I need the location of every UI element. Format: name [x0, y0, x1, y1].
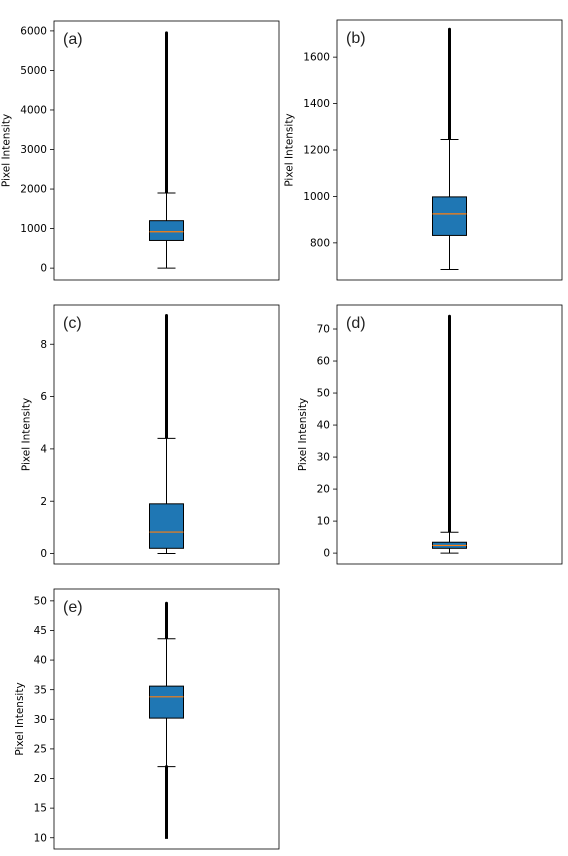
y-tick-label: 30 [317, 452, 330, 464]
panel-e: 10 15 20 25 30 35 40 45 50 Pixel Intensity (e) [14, 588, 280, 850]
y-tick-label: 50 [317, 388, 330, 400]
y-tick-label: 1400 [303, 98, 330, 110]
y-tick-label: 45 [34, 625, 47, 637]
box [149, 685, 184, 719]
y-tick-label: 5000 [20, 65, 47, 77]
y-tick-label: 2 [40, 496, 47, 508]
y-tick-label: 30 [34, 714, 47, 726]
y-axis-label: Pixel Intensity [20, 398, 32, 471]
y-tick-label: 70 [317, 324, 330, 336]
outliers-upper-point [165, 623, 168, 627]
y-tick-label: 35 [34, 684, 47, 696]
y-tick-label: 8 [40, 339, 47, 351]
box [149, 220, 184, 241]
y-tick-label: 6 [40, 391, 47, 403]
y-tick-label: 10 [34, 832, 47, 844]
y-tick-label: 0 [323, 548, 330, 560]
panel-label: (e) [63, 599, 83, 616]
y-tick-label: 3000 [20, 144, 47, 156]
y-tick-label: 25 [34, 744, 47, 756]
y-tick-label: 2000 [20, 184, 47, 196]
y-axis-label: Pixel Intensity [1, 114, 13, 187]
outliers-upper-point [448, 336, 451, 340]
panel-c: 0 2 4 6 8 Pixel Intensity (c) [20, 304, 280, 565]
panel-label: (b) [346, 30, 366, 47]
outliers-upper-point [165, 335, 168, 339]
y-tick-label: 0 [40, 548, 47, 560]
y-tick-label: 20 [34, 773, 47, 785]
outliers-upper-point [165, 53, 168, 57]
panel-label: (d) [346, 315, 366, 332]
y-tick-label: 20 [317, 484, 330, 496]
y-tick-label: 1000 [303, 191, 330, 203]
y-tick-label: 50 [34, 595, 47, 607]
outliers-lower-point [165, 787, 168, 791]
y-tick-label: 60 [317, 356, 330, 368]
y-tick-label: 40 [34, 655, 47, 667]
panel-label: (a) [63, 31, 83, 48]
panel-b: 800 1000 1200 1400 1600 Pixel Intensity (b) [284, 19, 563, 281]
y-axis-label: Pixel Intensity [284, 113, 296, 186]
y-tick-label: 4 [40, 443, 47, 455]
y-tick-label: 15 [34, 803, 47, 815]
y-tick-label: 4000 [20, 105, 47, 117]
y-tick-label: 1600 [303, 52, 330, 64]
y-tick-label: 800 [310, 237, 330, 249]
box [432, 196, 467, 236]
panel-label: (c) [63, 315, 82, 332]
panel-a: 0 1000 2000 3000 4000 5000 6000 Pixel Intensity… [1, 20, 280, 281]
y-axis-label: Pixel Intensity [297, 398, 309, 471]
y-axis-label: Pixel Intensity [14, 682, 26, 755]
y-tick-label: 40 [317, 420, 330, 432]
box [149, 503, 184, 549]
y-tick-label: 6000 [20, 25, 47, 37]
y-tick-label: 10 [317, 516, 330, 528]
y-tick-label: 1000 [20, 223, 47, 235]
y-tick-label: 1200 [303, 145, 330, 157]
outliers-upper-point [448, 49, 451, 53]
y-tick-label: 0 [40, 263, 47, 275]
panel-d: 0 10 20 30 40 50 60 70 Pixel Intensity (d) [297, 304, 563, 565]
